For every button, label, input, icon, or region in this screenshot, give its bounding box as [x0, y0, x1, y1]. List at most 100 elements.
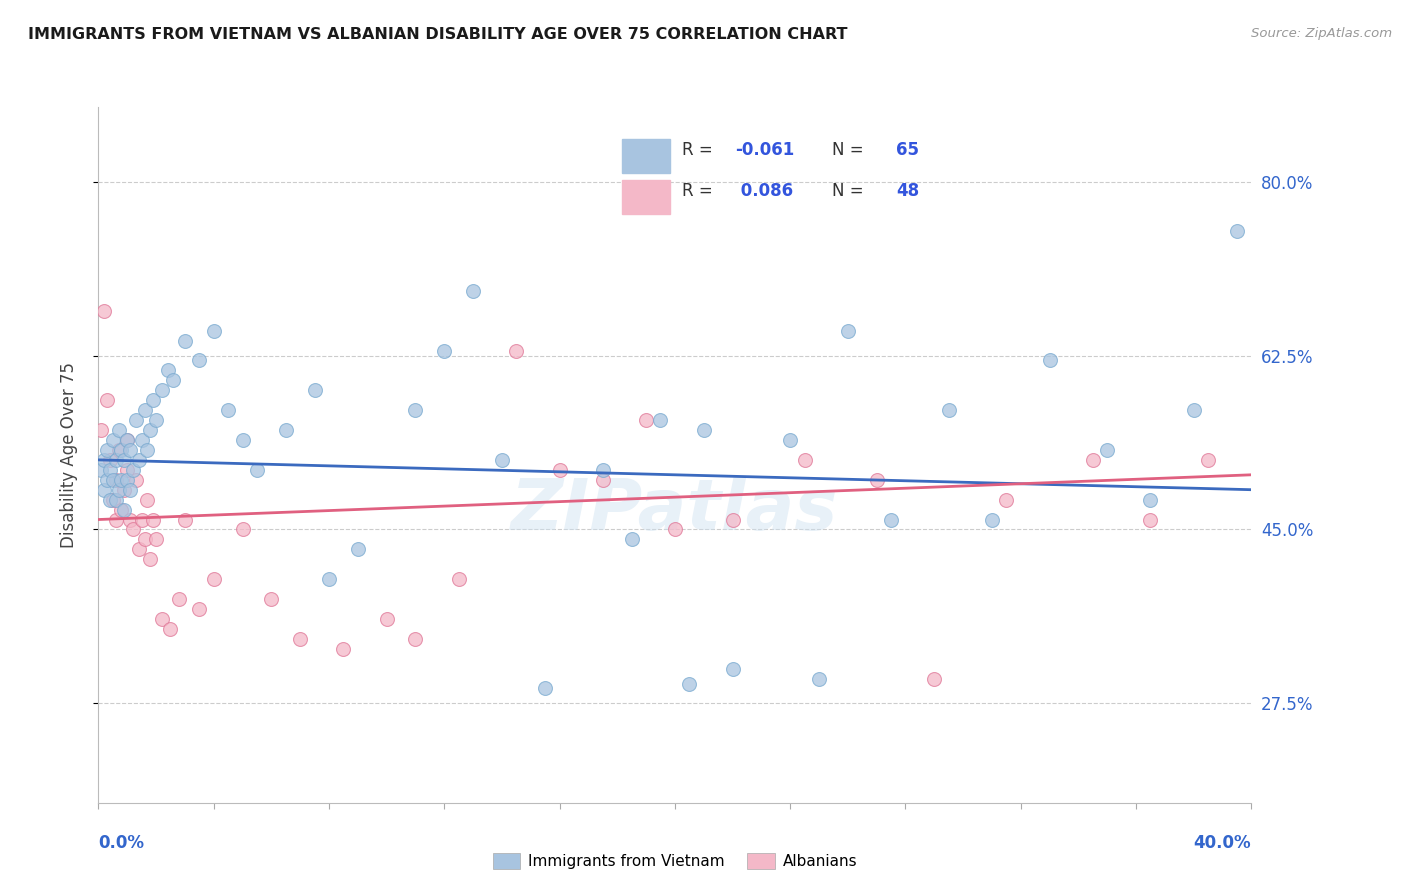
Point: [139, 552, 162, 566]
Point: [375, 612, 398, 626]
Point: [332, 641, 354, 656]
Point: [159, 622, 181, 636]
Point: [174, 334, 197, 348]
Point: [1081, 453, 1104, 467]
Point: [938, 403, 960, 417]
Point: [1139, 492, 1161, 507]
Point: [98, 453, 121, 467]
Point: [136, 442, 159, 457]
Point: [112, 453, 135, 467]
Point: [592, 463, 614, 477]
Text: 0.0%: 0.0%: [98, 834, 145, 852]
Point: [346, 542, 368, 557]
Point: [145, 533, 167, 547]
Point: [447, 572, 470, 586]
Legend: Immigrants from Vietnam, Albanians: Immigrants from Vietnam, Albanians: [486, 847, 863, 875]
Point: [93, 453, 115, 467]
Point: [96, 473, 118, 487]
Point: [139, 423, 162, 437]
Point: [104, 492, 127, 507]
Point: [793, 453, 815, 467]
Point: [104, 473, 127, 487]
Point: [534, 681, 557, 696]
Point: [122, 523, 145, 537]
Point: [318, 572, 340, 586]
Point: [122, 463, 145, 477]
Point: [101, 433, 124, 447]
Point: [162, 373, 184, 387]
Point: [120, 512, 142, 526]
Point: [90, 463, 112, 477]
Point: [93, 303, 115, 318]
Point: [924, 672, 946, 686]
Point: [112, 483, 135, 497]
Point: [779, 433, 801, 447]
Point: [505, 343, 527, 358]
Point: [110, 473, 132, 487]
Point: [664, 523, 686, 537]
Point: [693, 423, 716, 437]
Point: [981, 512, 1004, 526]
Point: [188, 602, 211, 616]
Point: [188, 353, 211, 368]
Point: [405, 403, 427, 417]
Text: 40.0%: 40.0%: [1194, 834, 1251, 852]
Point: [104, 512, 127, 526]
Point: [98, 492, 121, 507]
Point: [117, 433, 139, 447]
Point: [90, 423, 112, 437]
Point: [1182, 403, 1205, 417]
Point: [807, 672, 830, 686]
Text: IMMIGRANTS FROM VIETNAM VS ALBANIAN DISABILITY AGE OVER 75 CORRELATION CHART: IMMIGRANTS FROM VIETNAM VS ALBANIAN DISA…: [28, 27, 848, 42]
Point: [880, 512, 903, 526]
Point: [866, 473, 889, 487]
Point: [104, 453, 127, 467]
Point: [461, 284, 484, 298]
Point: [101, 473, 124, 487]
Point: [1139, 512, 1161, 526]
Point: [145, 413, 167, 427]
Point: [134, 403, 156, 417]
Point: [156, 363, 179, 377]
Point: [131, 433, 153, 447]
Point: [231, 523, 254, 537]
Point: [995, 492, 1018, 507]
Point: [246, 463, 269, 477]
Point: [405, 632, 427, 646]
Point: [174, 512, 197, 526]
Point: [202, 324, 225, 338]
Point: [433, 343, 456, 358]
Point: [107, 483, 129, 497]
Point: [142, 393, 165, 408]
Point: [117, 433, 139, 447]
Point: [110, 502, 132, 516]
Point: [678, 676, 700, 690]
Point: [112, 502, 135, 516]
Point: [120, 483, 142, 497]
Text: ZIPatlas: ZIPatlas: [512, 476, 838, 545]
Point: [96, 442, 118, 457]
Point: [290, 632, 312, 646]
Y-axis label: Disability Age Over 75: Disability Age Over 75: [59, 362, 77, 548]
Point: [491, 453, 513, 467]
Text: Source: ZipAtlas.com: Source: ZipAtlas.com: [1251, 27, 1392, 40]
Point: [150, 612, 173, 626]
Point: [548, 463, 571, 477]
Point: [721, 512, 744, 526]
Point: [142, 512, 165, 526]
Point: [721, 662, 744, 676]
Point: [167, 592, 190, 607]
Point: [117, 473, 139, 487]
Point: [125, 413, 148, 427]
Point: [274, 423, 297, 437]
Point: [136, 492, 159, 507]
Point: [107, 423, 129, 437]
Point: [592, 473, 614, 487]
Point: [131, 512, 153, 526]
Point: [1197, 453, 1219, 467]
Point: [96, 393, 118, 408]
Point: [120, 442, 142, 457]
Point: [620, 533, 643, 547]
Point: [98, 463, 121, 477]
Point: [128, 453, 150, 467]
